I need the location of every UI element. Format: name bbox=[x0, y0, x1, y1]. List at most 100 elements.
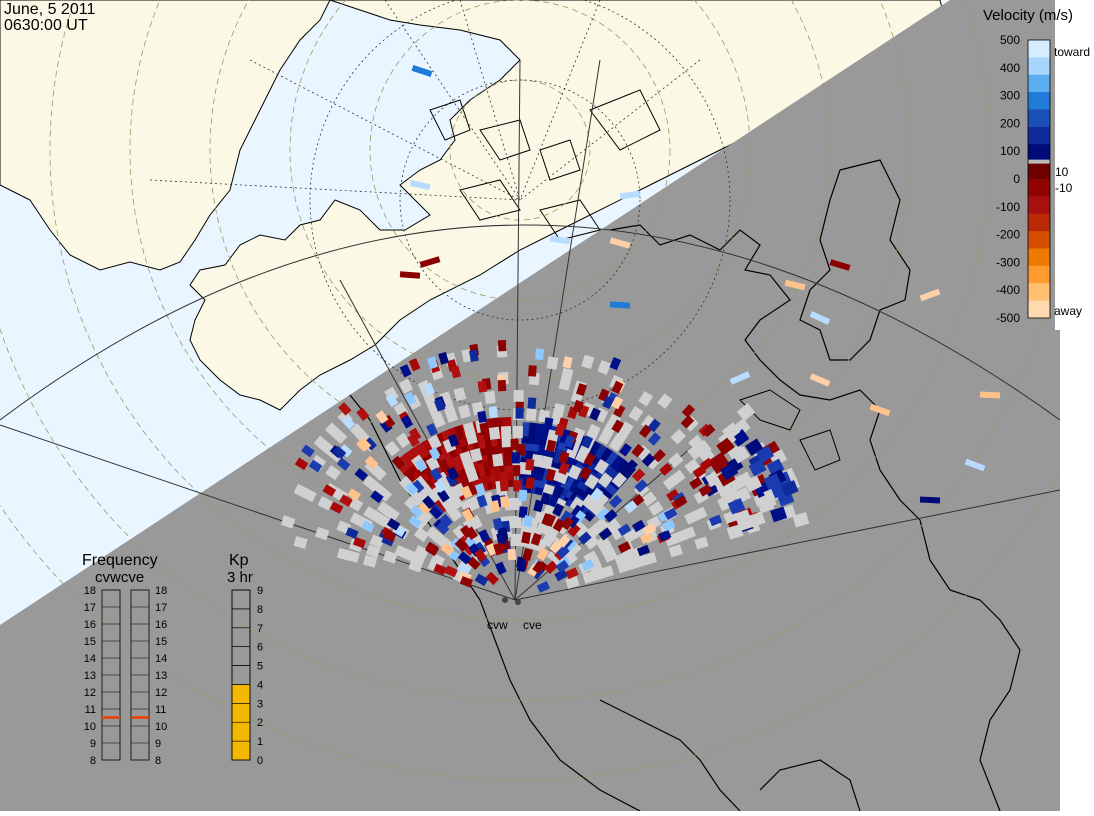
velocity-cell bbox=[405, 481, 419, 496]
velocity-title: Velocity (m/s) bbox=[983, 7, 1073, 24]
velocity-cell bbox=[618, 421, 634, 437]
velocity-cell bbox=[964, 458, 986, 472]
time-label: 0630:00 UT bbox=[4, 17, 88, 34]
kp-panel: Kp 3 hr 9 8 7 6 5 4 3 2 1 0 bbox=[227, 552, 263, 767]
velocity-cell bbox=[322, 484, 337, 497]
velocity-cell bbox=[698, 447, 715, 464]
velocity-cell bbox=[338, 402, 352, 416]
velocity-cell bbox=[631, 519, 646, 533]
velocity-color-step bbox=[1028, 300, 1050, 319]
velocity-cell bbox=[546, 439, 557, 453]
frequency-tick-left: 17 bbox=[84, 602, 96, 614]
frequency-tick-right: 13 bbox=[155, 670, 167, 682]
velocity-cell bbox=[662, 519, 676, 532]
velocity-cell bbox=[313, 435, 330, 451]
velocity-cell bbox=[716, 437, 735, 456]
velocity-cell bbox=[684, 458, 701, 475]
velocity-cell bbox=[425, 541, 439, 555]
velocity-cell bbox=[398, 378, 414, 394]
velocity-cell bbox=[597, 472, 613, 489]
velocity-cell bbox=[611, 419, 624, 434]
velocity-cell bbox=[720, 462, 739, 481]
velocity-cell bbox=[357, 437, 372, 452]
velocity-cell bbox=[641, 491, 658, 507]
velocity-cell bbox=[748, 511, 766, 528]
velocity-cell bbox=[609, 356, 622, 371]
velocity-cell bbox=[556, 545, 570, 559]
velocity-cell bbox=[829, 259, 851, 271]
velocity-cell bbox=[317, 496, 333, 511]
velocity-cell bbox=[521, 531, 532, 544]
velocity-cell bbox=[477, 380, 488, 393]
velocity-cell bbox=[869, 403, 891, 417]
velocity-cell bbox=[919, 496, 941, 504]
kp-level-block bbox=[231, 684, 251, 704]
velocity-cell bbox=[435, 521, 450, 535]
velocity-cell bbox=[429, 553, 446, 568]
velocity-cell bbox=[332, 445, 347, 460]
velocity-cell bbox=[382, 550, 398, 564]
velocity-cell bbox=[363, 506, 379, 521]
velocity-color-step bbox=[1028, 196, 1050, 215]
velocity-cell bbox=[598, 527, 613, 541]
velocity-cell bbox=[336, 457, 351, 471]
frequency-panel: Frequency cvwcve 18 18 17 17 16 16 15 15 14 14 13 1… bbox=[82, 552, 167, 767]
velocity-cell bbox=[419, 256, 441, 268]
velocity-cell bbox=[624, 500, 638, 514]
velocity-cell bbox=[457, 551, 472, 565]
velocity-cell bbox=[723, 510, 739, 525]
velocity-cell bbox=[440, 542, 455, 556]
velocity-cell bbox=[554, 569, 568, 582]
velocity-cell bbox=[565, 567, 579, 580]
velocity-cell bbox=[493, 542, 505, 556]
velocity-cell bbox=[437, 458, 451, 473]
velocity-cell bbox=[680, 415, 695, 429]
velocity-tick-label: 0 bbox=[1013, 172, 1020, 186]
velocity-cell bbox=[536, 580, 551, 593]
radar-label-cvw: cvw bbox=[487, 618, 508, 632]
velocity-cell bbox=[631, 443, 645, 458]
velocity-cell bbox=[590, 487, 604, 502]
velocity-tick-label: -300 bbox=[996, 255, 1020, 269]
velocity-cell bbox=[586, 423, 601, 439]
velocity-cell bbox=[699, 457, 714, 471]
velocity-cell bbox=[681, 404, 696, 418]
velocity-cell bbox=[544, 560, 558, 574]
velocity-cell bbox=[522, 548, 533, 561]
velocity-cell bbox=[652, 448, 666, 463]
velocity-tick-label: 100 bbox=[1000, 144, 1020, 158]
coast-hudson bbox=[799, 159, 911, 361]
velocity-cell bbox=[636, 544, 651, 557]
velocity-cell bbox=[642, 522, 657, 536]
velocity-cell bbox=[414, 458, 428, 473]
velocity-cell bbox=[609, 237, 631, 249]
velocity-cell bbox=[349, 423, 366, 439]
velocity-cell bbox=[488, 426, 501, 440]
kp-tick-label: 8 bbox=[257, 604, 263, 616]
velocity-cell bbox=[413, 527, 430, 543]
velocity-cell bbox=[611, 380, 624, 395]
velocity-cell bbox=[670, 469, 686, 485]
velocity-cell bbox=[792, 512, 810, 528]
velocity-tick-label: 500 bbox=[1000, 33, 1020, 47]
velocity-color-step bbox=[1028, 161, 1050, 180]
velocity-cell bbox=[613, 404, 626, 418]
velocity-cell bbox=[444, 565, 458, 578]
velocity-cell bbox=[465, 526, 478, 540]
velocity-cell bbox=[605, 518, 622, 534]
velocity-cell bbox=[459, 450, 473, 466]
velocity-cell bbox=[731, 445, 750, 464]
velocity-cell bbox=[459, 576, 473, 588]
velocity-color-step bbox=[1028, 144, 1050, 163]
velocity-cell bbox=[512, 465, 521, 477]
velocity-cell bbox=[729, 371, 751, 385]
velocity-cell bbox=[518, 506, 528, 518]
velocity-cell bbox=[499, 479, 509, 492]
velocity-threshold-pos: 10 bbox=[1055, 165, 1069, 179]
velocity-cell bbox=[595, 535, 611, 551]
velocity-cell bbox=[647, 418, 661, 433]
velocity-color-step bbox=[1028, 92, 1050, 110]
day-land-siberia bbox=[0, 0, 331, 271]
velocity-cell bbox=[408, 358, 421, 372]
